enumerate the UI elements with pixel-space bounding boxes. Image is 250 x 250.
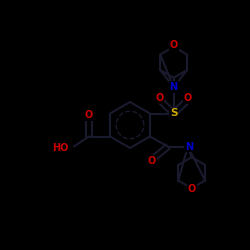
Text: N: N (170, 82, 178, 92)
Text: N: N (185, 142, 193, 152)
Text: O: O (85, 110, 93, 120)
Text: HO: HO (52, 143, 68, 153)
Text: S: S (170, 108, 177, 118)
Text: O: O (170, 40, 178, 50)
Text: O: O (148, 156, 156, 166)
Text: O: O (155, 93, 164, 103)
Text: O: O (188, 184, 196, 194)
Text: O: O (184, 93, 192, 103)
